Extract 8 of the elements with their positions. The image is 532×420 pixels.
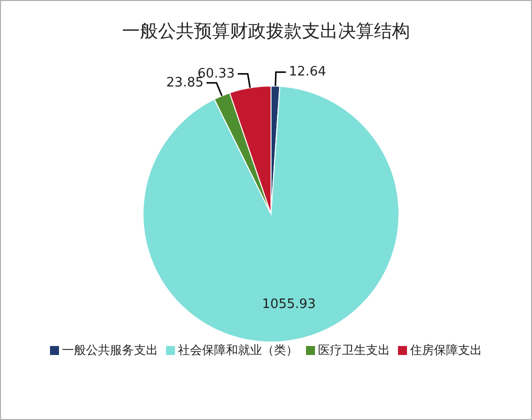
legend-label: 一般公共服务支出 (61, 342, 158, 359)
pie-slice (142, 86, 400, 342)
data-label: 12.64 (288, 64, 326, 80)
legend-label: 医疗卫生支出 (317, 342, 390, 359)
legend-label: 社会保障和就业（类） (177, 342, 298, 359)
chart-title: 一般公共预算财政拨款支出决算结构 (121, 20, 411, 43)
legend-label: 住房保障支出 (409, 342, 482, 359)
data-label: 1055.93 (262, 296, 316, 312)
